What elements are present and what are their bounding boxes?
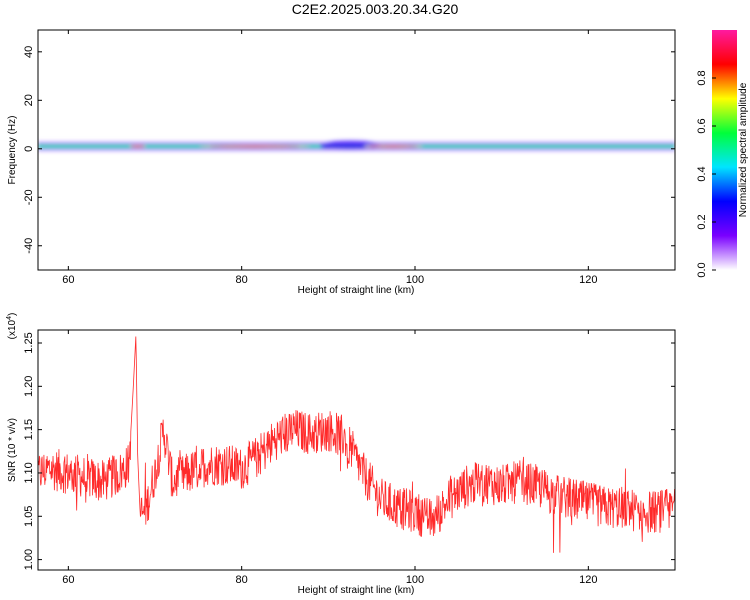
colorbar-tick-label: 0.8 [696, 70, 708, 85]
y-tick-label: 1.00 [23, 549, 35, 570]
heatmap-peak-region [130, 145, 145, 148]
heatmap-peak-region [369, 145, 418, 148]
x-tick-label: 120 [579, 574, 597, 586]
figure-title: C2E2.2025.003.20.34.G20 [292, 1, 459, 17]
y-tick-label: 40 [23, 46, 35, 58]
heatmap-band-layers [38, 140, 675, 152]
x-tick-label: 60 [62, 274, 74, 286]
y-tick-label: -40 [23, 238, 35, 254]
colorbar-gradient [712, 30, 737, 270]
colorbar-tick-label: 0.2 [696, 214, 708, 229]
heatmap-peak-region [209, 145, 300, 148]
y-tick-label: 20 [23, 94, 35, 106]
x-tick-label: 80 [236, 574, 248, 586]
x-tick-label: 100 [406, 274, 424, 286]
x-tick-label: 80 [236, 274, 248, 286]
snr-y-scale-label: (x104) [6, 313, 18, 340]
heatmap-y-axis-label: Frequency (Hz) [7, 116, 18, 185]
x-tick-label: 100 [406, 574, 424, 586]
colorbar-tick-label: 0.6 [696, 118, 708, 133]
colorbar: 0.0 0.2 0.4 0.6 0.8 Normalized spectral ampl… [696, 30, 749, 278]
y-tick-label: 1.10 [23, 462, 35, 483]
colorbar-tick-label: 0.4 [696, 166, 708, 181]
x-tick-label: 60 [62, 574, 74, 586]
x-tick-label: 120 [579, 274, 597, 286]
heatmap-x-axis-label: Height of straight line (km) [298, 285, 415, 296]
snr-y-ticks: 1.00 1.05 1.10 1.15 1.20 1.25 [23, 332, 675, 570]
heatmap-wide-region [319, 140, 381, 150]
colorbar-label: Normalized spectral amplitude [738, 82, 749, 217]
heatmap-frame [37, 29, 676, 271]
heatmap-panel: 60 80 100 120 -40 -20 0 20 40 Height of straigh… [7, 29, 676, 296]
heatmap-x-ticks: 60 80 100 120 [62, 30, 598, 286]
snr-series-line [38, 336, 675, 553]
y-tick-label: -20 [23, 189, 35, 205]
heatmap-band [38, 140, 675, 152]
snr-frame [37, 329, 676, 571]
snr-x-ticks: 60 80 100 120 [62, 330, 598, 586]
y-tick-label: 1.25 [23, 332, 35, 353]
colorbar-ticks: 0.0 0.2 0.4 0.6 0.8 [696, 70, 716, 278]
snr-panel: 60 80 100 120 1.00 1.05 1.10 1.15 1.20 1.25 Heig… [6, 313, 676, 596]
snr-x-axis-label: Height of straight line (km) [298, 585, 415, 596]
y-tick-label: 1.15 [23, 419, 35, 440]
colorbar-tick-label: 0.0 [696, 262, 708, 277]
y-tick-label: 0 [23, 146, 35, 152]
snr-y-axis-label: SNR (10 * v/v) [7, 418, 18, 482]
heatmap-y-ticks: -40 -20 0 20 40 [23, 46, 675, 254]
y-tick-label: 1.05 [23, 506, 35, 527]
y-tick-label: 1.20 [23, 376, 35, 397]
